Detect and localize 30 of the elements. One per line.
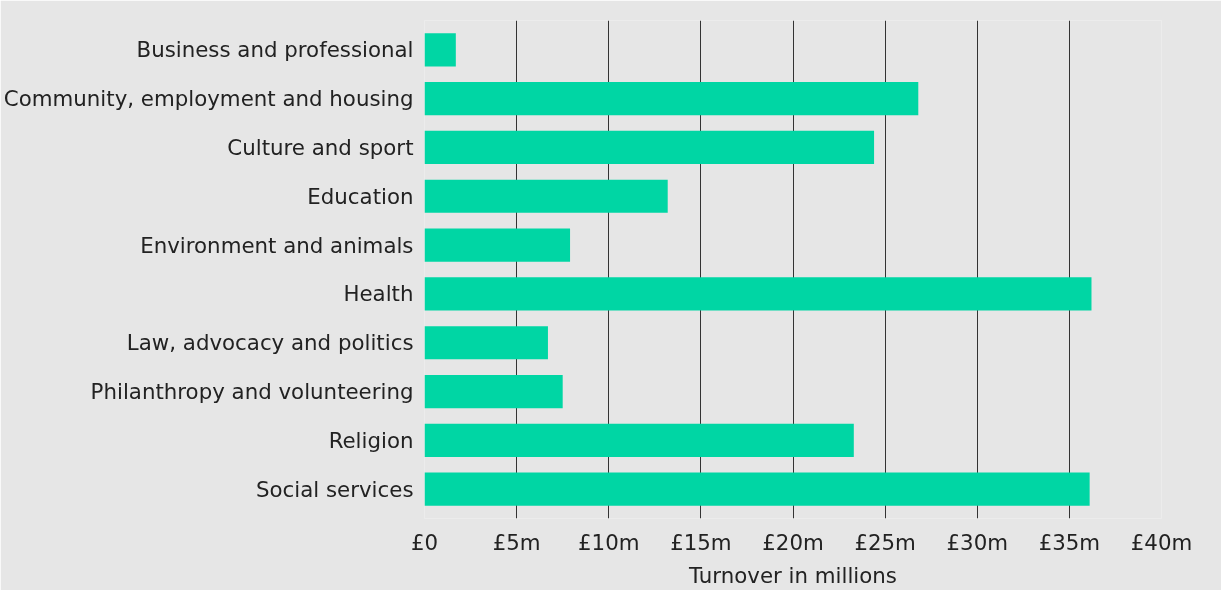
y-tick-label: Education [307,183,414,209]
x-axis-title: Turnover in millions [688,562,897,588]
y-tick-label: Health [343,281,414,307]
x-tick-label: £30m [946,529,1009,555]
bar [424,179,668,213]
bar [424,423,854,457]
y-tick-label: Religion [328,427,414,453]
x-tick-label: £10m [578,529,640,555]
x-tick-label: £25m [854,529,916,555]
y-tick-label: Culture and sport [227,134,414,160]
bar [424,326,548,360]
y-tick-label: Social services [255,476,414,502]
x-tick-label: £20m [762,529,824,555]
y-tick-label: Business and professional [136,37,414,63]
x-tick-label: £35m [1038,529,1101,555]
x-tick-label: £0 [410,529,439,555]
y-tick-label: Community, employment and housing [3,86,414,112]
bar [424,277,1092,311]
bar [424,374,563,409]
y-tick-label: Philanthropy and volunteering [90,379,414,405]
bar [424,228,571,262]
x-tick-label: £15m [670,529,732,555]
bar [424,33,456,67]
y-tick-label: Law, advocacy and politics [126,330,414,356]
bar [424,472,1090,506]
y-tick-label: Environment and animals [140,232,414,258]
bar [424,130,875,165]
x-tick-label: £5m [492,529,541,555]
bar [424,82,919,116]
x-tick-label: £40m [1130,529,1193,555]
